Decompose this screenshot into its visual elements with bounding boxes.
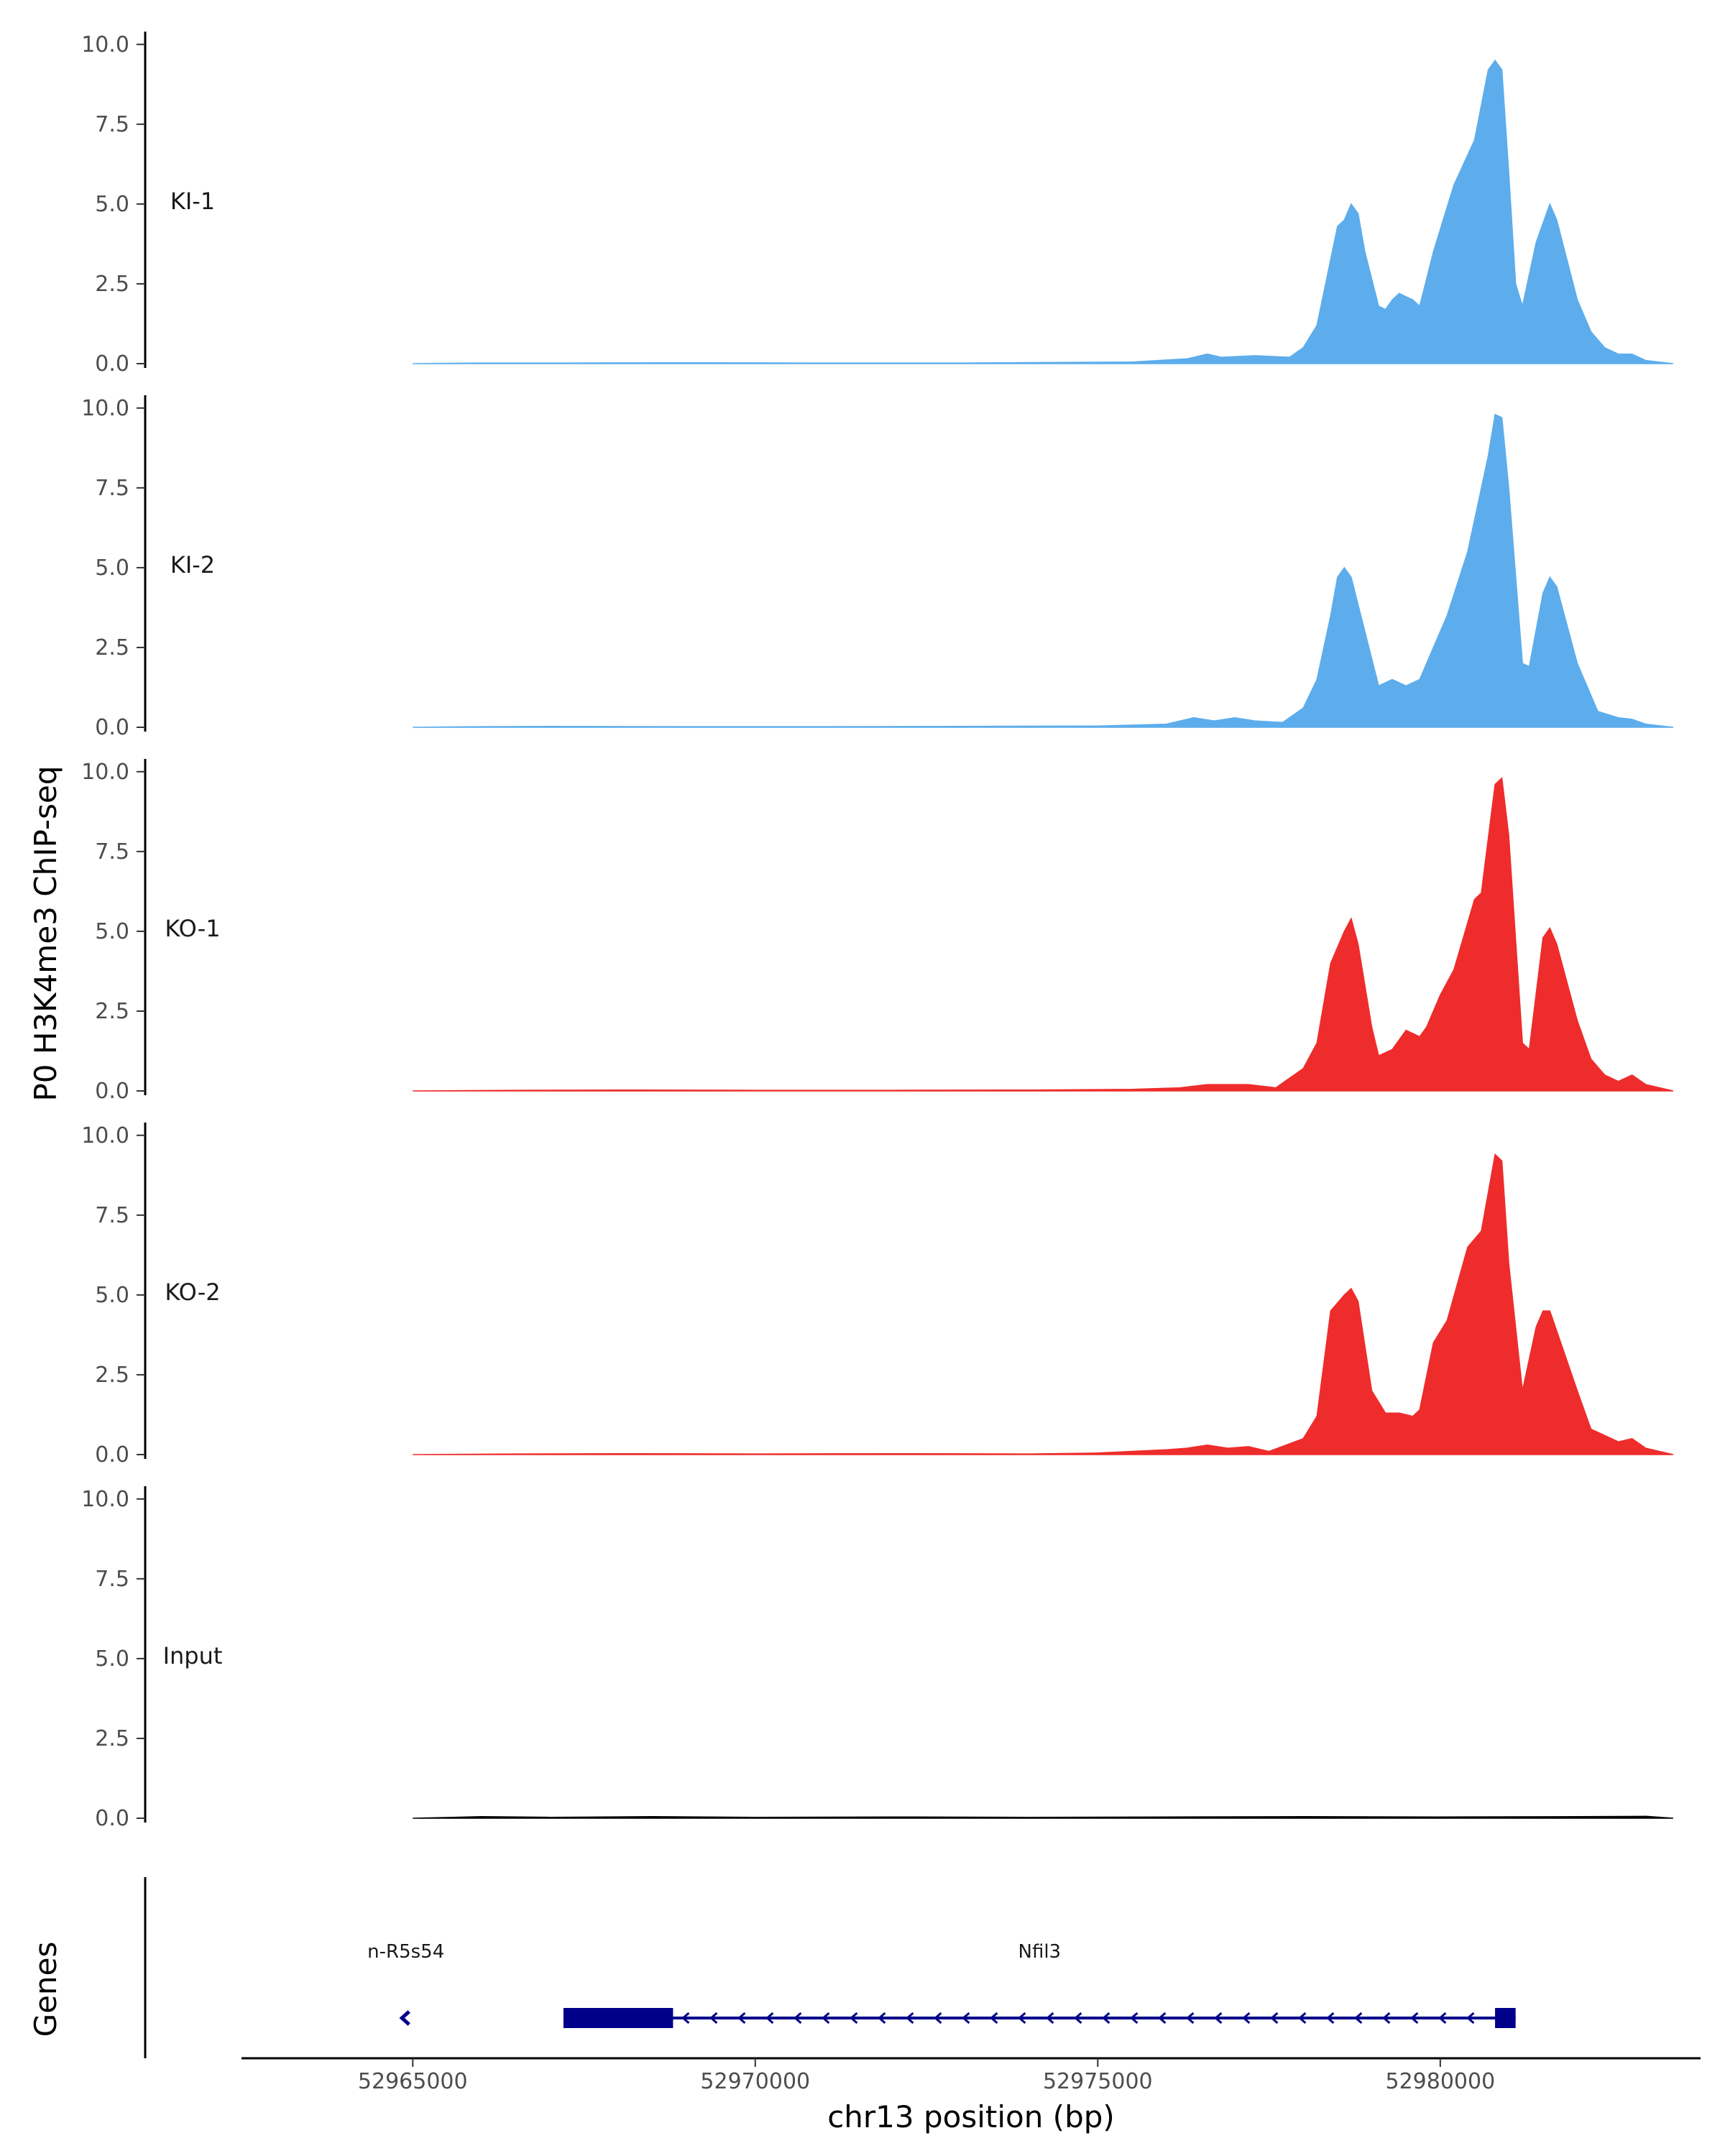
x-tick-label: 52980000 bbox=[1385, 2069, 1495, 2094]
y-tick-label: 10.0 bbox=[81, 1487, 129, 1512]
track-label: KO-2 bbox=[165, 1279, 220, 1306]
strand-chevron bbox=[878, 2012, 886, 2024]
y-tick-label: 0.0 bbox=[95, 351, 129, 377]
y-tick-label: 5.0 bbox=[95, 1646, 129, 1672]
strand-chevron bbox=[1382, 2012, 1391, 2024]
signal-area-input bbox=[413, 1815, 1673, 1819]
y-tick-label: 0.0 bbox=[95, 1806, 129, 1831]
strand-chevron bbox=[1466, 2012, 1475, 2024]
y-tick-label: 7.5 bbox=[95, 1567, 129, 1592]
strand-chevron bbox=[1018, 2012, 1026, 2024]
strand-chevron bbox=[1102, 2012, 1110, 2024]
track-ko-2: 0.0 2.5 5.0 7.5 10.0 KO-2 bbox=[81, 1123, 1674, 1468]
track-label: KI-2 bbox=[170, 551, 215, 579]
signal-area-ki-2 bbox=[413, 413, 1673, 728]
track-label: KO-1 bbox=[165, 915, 220, 942]
strand-chevron bbox=[1158, 2012, 1167, 2024]
y-tick-label: 7.5 bbox=[95, 839, 129, 865]
gene-label: Nfil3 bbox=[1018, 1941, 1062, 1963]
y-tick-label: 0.0 bbox=[95, 1079, 129, 1104]
x-tick-label: 52970000 bbox=[700, 2069, 810, 2094]
strand-chevron bbox=[1270, 2012, 1279, 2024]
x-tick-label: 52965000 bbox=[358, 2069, 468, 2094]
x-axis: 52965000 52970000 52975000 52980000 chr13 p… bbox=[242, 2057, 1701, 2134]
signal-tracks: 0.0 2.5 5.0 7.5 10.0 KI-1 0.0 2.5 5.0 7.5 10.0 KI-2… bbox=[81, 32, 1674, 1831]
y-tick-label: 7.5 bbox=[95, 112, 129, 137]
x-tick-label: 52975000 bbox=[1043, 2069, 1153, 2094]
track-ki-1: 0.0 2.5 5.0 7.5 10.0 KI-1 bbox=[81, 32, 1673, 377]
y-tick-label: 0.0 bbox=[95, 1442, 129, 1468]
strand-chevron bbox=[1242, 2012, 1251, 2024]
strand-chevron bbox=[709, 2012, 718, 2024]
strand-chevron bbox=[850, 2012, 858, 2024]
strand-chevron bbox=[1186, 2012, 1195, 2024]
strand-chevron bbox=[906, 2012, 914, 2024]
strand-chevron bbox=[794, 2012, 802, 2024]
signal-area-ko-1 bbox=[413, 777, 1674, 1092]
gene-exon bbox=[1495, 2008, 1516, 2028]
y-tick-label: 10.0 bbox=[81, 760, 129, 785]
y-tick-label: 7.5 bbox=[95, 476, 129, 501]
strand-chevron bbox=[1074, 2012, 1082, 2024]
y-tick-label: 5.0 bbox=[95, 556, 129, 581]
strand-chevron bbox=[1326, 2012, 1335, 2024]
track-ki-2: 0.0 2.5 5.0 7.5 10.0 KI-2 bbox=[81, 395, 1673, 740]
y-tick-label: 2.5 bbox=[95, 1726, 129, 1751]
y-tick-label: 5.0 bbox=[95, 919, 129, 944]
strand-chevron bbox=[1046, 2012, 1054, 2024]
track-input: 0.0 2.5 5.0 7.5 10.0 Input bbox=[81, 1486, 1673, 1831]
y-tick-label: 2.5 bbox=[95, 999, 129, 1024]
y-axis-title: P0 H3K4me3 ChIP-seq bbox=[28, 765, 63, 1101]
strand-chevron bbox=[765, 2012, 774, 2024]
y-tick-label: 5.0 bbox=[95, 192, 129, 217]
y-tick-label: 10.0 bbox=[81, 396, 129, 421]
signal-area-ki-1 bbox=[413, 59, 1673, 364]
signal-area-ko-2 bbox=[413, 1153, 1674, 1455]
genes-panel: Genes n-R5s54 Nfil3 bbox=[28, 1877, 1516, 2058]
y-tick-label: 2.5 bbox=[95, 272, 129, 297]
strand-chevron bbox=[681, 2012, 690, 2024]
strand-chevron bbox=[934, 2012, 942, 2024]
gene-models: n-R5s54 Nfil3 bbox=[367, 1941, 1516, 2028]
strand-chevron bbox=[399, 2010, 410, 2026]
y-tick-label: 2.5 bbox=[95, 1363, 129, 1388]
strand-chevron bbox=[990, 2012, 998, 2024]
strand-chevron bbox=[1214, 2012, 1223, 2024]
strand-chevron bbox=[1410, 2012, 1419, 2024]
strand-chevron bbox=[1298, 2012, 1307, 2024]
gene-exon bbox=[563, 2008, 673, 2028]
strand-chevron bbox=[1130, 2012, 1138, 2024]
x-axis-ticks: 52965000 52970000 52975000 52980000 bbox=[358, 2058, 1495, 2094]
gene-n-r5s54: n-R5s54 bbox=[367, 1941, 444, 2026]
y-tick-label: 5.0 bbox=[95, 1283, 129, 1308]
strand-chevron bbox=[822, 2012, 830, 2024]
y-tick-label: 0.0 bbox=[95, 715, 129, 740]
y-tick-label: 10.0 bbox=[81, 32, 129, 57]
y-tick-label: 7.5 bbox=[95, 1203, 129, 1228]
track-label: Input bbox=[163, 1642, 223, 1669]
track-label: KI-1 bbox=[170, 188, 215, 215]
track-ko-1: 0.0 2.5 5.0 7.5 10.0 KO-1 bbox=[81, 759, 1674, 1104]
y-tick-label: 10.0 bbox=[81, 1123, 129, 1148]
strand-chevron bbox=[962, 2012, 970, 2024]
strand-chevron bbox=[1354, 2012, 1363, 2024]
y-tick-label: 2.5 bbox=[95, 635, 129, 660]
gene-label: n-R5s54 bbox=[367, 1941, 444, 1963]
strand-chevron bbox=[1438, 2012, 1447, 2024]
gene-nfil3: Nfil3 bbox=[563, 1941, 1516, 2028]
x-axis-title: chr13 position (bp) bbox=[827, 2099, 1115, 2134]
strand-chevron bbox=[737, 2012, 746, 2024]
genes-axis-title: Genes bbox=[28, 1942, 63, 2037]
